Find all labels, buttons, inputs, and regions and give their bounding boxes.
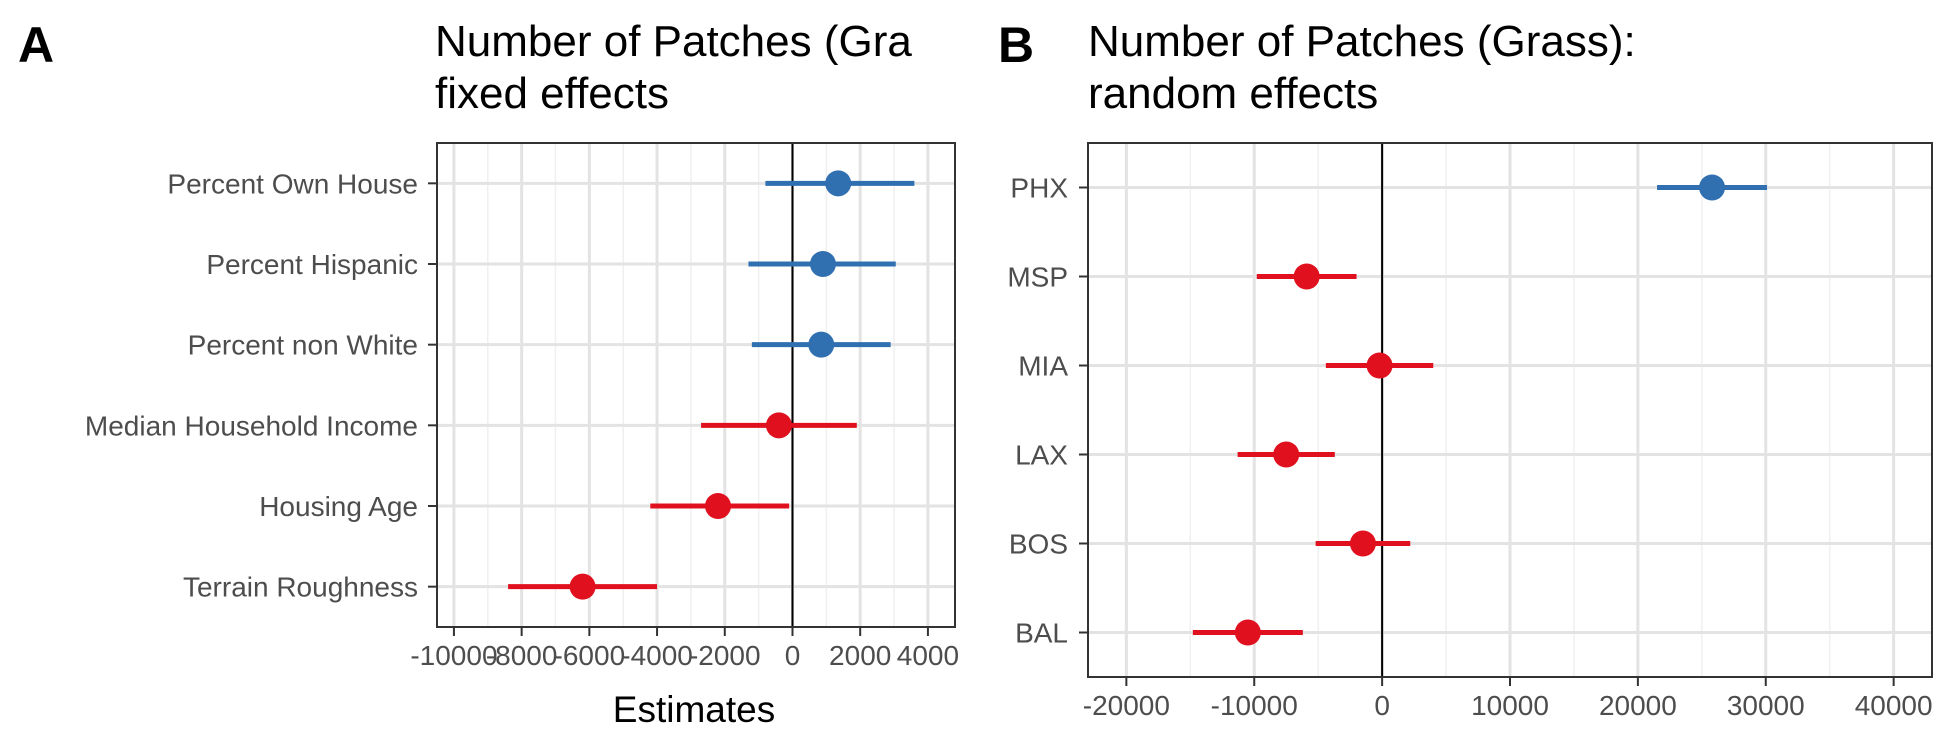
panel-b-category-label: BOS xyxy=(1009,529,1068,560)
panel-a-x-tick-label: -8000 xyxy=(486,640,558,671)
panel-a-x-tick-label: -2000 xyxy=(689,640,761,671)
panel-a-estimate-point xyxy=(808,331,835,358)
panel-a-x-tick-label: 2000 xyxy=(829,640,891,671)
panel-b-estimate-point xyxy=(1234,619,1261,646)
panel-b-x-tick-label: 0 xyxy=(1374,690,1390,721)
panel-a-title-line-2: fixed effects xyxy=(435,69,669,118)
panel-a-category-label: Percent non White xyxy=(188,330,418,361)
panel-b-category-label: MSP xyxy=(1007,262,1068,293)
panel-b-plot: PHX MSP MIA LAX BOS BAL -20000 -10000 0 10000 2000… xyxy=(1007,142,1933,721)
panel-a-estimate-point xyxy=(825,170,852,197)
panel-b-estimate-point xyxy=(1273,441,1300,468)
panel-a-title-line-1: Number of Patches (Gra xyxy=(435,17,912,66)
panel-a-category-label: Terrain Roughness xyxy=(183,572,418,603)
panel-a-category-label: Percent Hispanic xyxy=(206,249,418,280)
panel-b-x-tick-label: -20000 xyxy=(1083,690,1170,721)
panel-a-plot: Percent Own House Percent Hispanic Percent… xyxy=(85,142,959,671)
panel-b-title-line-2: random effects xyxy=(1088,69,1378,118)
panel-b-label: B xyxy=(998,17,1034,73)
panel-a-category-label: Median Household Income xyxy=(85,410,418,441)
panel-a-x-tick-label: 4000 xyxy=(897,640,959,671)
panel-b-x-tick-label: 30000 xyxy=(1727,690,1805,721)
panel-a-x-tick-label: -10000 xyxy=(410,640,497,671)
panel-a-panel-border xyxy=(436,142,956,628)
panel-a-x-tick-label: 0 xyxy=(785,640,801,671)
panel-b-estimate-point xyxy=(1349,530,1376,557)
panel-a-label: A xyxy=(18,17,54,73)
panel-b-estimate-point xyxy=(1366,352,1393,379)
panel-a-x-tick-label: -4000 xyxy=(621,640,693,671)
panel-b-category-label: BAL xyxy=(1015,618,1068,649)
panel-a-category-label: Housing Age xyxy=(259,491,418,522)
panel-a-x-axis-title: Estimates xyxy=(613,689,775,730)
panel-a-x-tick-label: -6000 xyxy=(554,640,626,671)
panel-b-x-tick-label: 40000 xyxy=(1855,690,1933,721)
panel-b-title-line-1: Number of Patches (Grass): xyxy=(1088,17,1636,66)
panel-b-x-tick-label: 10000 xyxy=(1471,690,1549,721)
panel-b-category-label: PHX xyxy=(1010,173,1068,204)
panel-a-estimate-point xyxy=(569,573,596,600)
panel-b-x-tick-label: 20000 xyxy=(1599,690,1677,721)
panel-a-estimate-point xyxy=(705,493,732,519)
panel-a-estimate-point xyxy=(809,251,836,277)
panel-b-x-tick-label: -10000 xyxy=(1211,690,1298,721)
panel-b-estimate-point xyxy=(1699,174,1726,201)
panel-b-estimate-point xyxy=(1293,263,1320,290)
panel-a-estimate-point xyxy=(765,412,792,439)
panel-b-category-label: LAX xyxy=(1015,440,1068,471)
panel-b-category-label: MIA xyxy=(1018,351,1068,382)
panel-a-category-label: Percent Own House xyxy=(167,168,418,199)
